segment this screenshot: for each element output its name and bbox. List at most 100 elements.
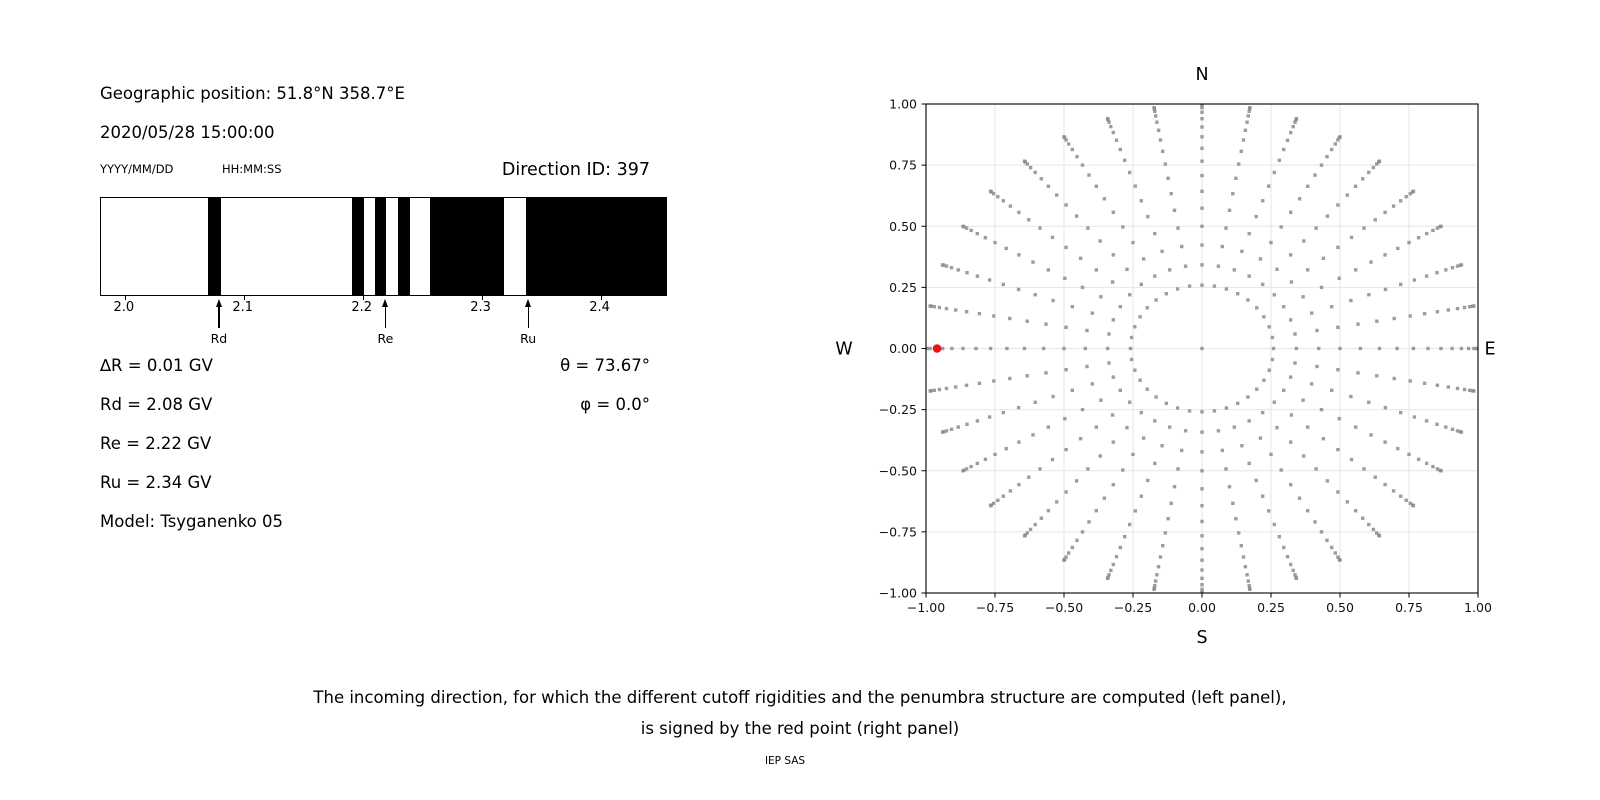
direction-dot	[1046, 509, 1051, 513]
direction-dot	[1362, 226, 1366, 230]
direction-dot	[1105, 117, 1110, 121]
direction-dot	[1315, 328, 1319, 333]
direction-dot	[1094, 268, 1098, 272]
direction-dot	[1267, 368, 1271, 372]
direction-dot	[1431, 228, 1435, 233]
y-tick-label: 1.00	[889, 97, 917, 112]
direction-dot	[1085, 364, 1089, 369]
direction-dot	[1128, 522, 1132, 527]
direction-dot	[1111, 375, 1115, 379]
direction-dot	[1289, 210, 1293, 214]
direction-dot	[1459, 346, 1464, 351]
direction-dot	[1064, 368, 1068, 372]
direction-dot	[937, 387, 942, 392]
axis-tick-label: 2.3	[470, 300, 491, 315]
direction-dot	[1062, 558, 1066, 562]
direction-dot	[1330, 305, 1334, 309]
direction-dot	[1050, 235, 1055, 240]
direction-dot	[1336, 490, 1340, 494]
direction-dot	[1080, 407, 1085, 412]
direction-dot	[1246, 114, 1250, 118]
direction-id-label: Direction ID: 397	[501, 160, 650, 180]
direction-dot	[1383, 287, 1388, 292]
direction-dot	[1028, 527, 1033, 532]
direction-dot	[1200, 534, 1204, 538]
direction-dot	[1294, 346, 1299, 351]
direction-dot	[1123, 158, 1127, 162]
direction-dot	[1224, 287, 1229, 291]
direction-dot	[1063, 417, 1067, 421]
direction-dot	[1200, 469, 1204, 473]
direction-dot	[1153, 231, 1157, 236]
direction-dot	[1109, 124, 1113, 129]
direction-dot	[1333, 551, 1337, 555]
direction-dot	[1411, 504, 1416, 508]
direction-dot	[1169, 501, 1173, 505]
direction-dot	[1180, 448, 1184, 453]
y-tick-label: −0.25	[879, 402, 917, 417]
direction-dot	[1262, 378, 1266, 382]
direction-dot	[1236, 292, 1240, 296]
x-tick-label: −0.25	[1114, 600, 1152, 615]
direction-dot	[1062, 135, 1066, 139]
direction-dot	[1377, 159, 1382, 163]
direction-dot	[1255, 306, 1259, 310]
direction-dot	[1399, 199, 1403, 203]
direction-dot	[1289, 562, 1293, 567]
direction-dot	[1243, 128, 1248, 132]
direction-dot	[1261, 199, 1265, 203]
direction-dot	[1412, 415, 1417, 419]
selected-direction-red-point	[932, 344, 942, 353]
direction-dot	[1022, 534, 1027, 538]
direction-dot	[1353, 184, 1358, 188]
direction-dot	[1422, 312, 1427, 316]
direction-dot	[1468, 305, 1472, 309]
direction-dot	[940, 430, 945, 434]
cutoff-arrow-label: Re	[377, 331, 394, 346]
y-tick-label: −0.50	[879, 463, 917, 478]
direction-dot	[1200, 243, 1204, 247]
direction-dot	[987, 278, 992, 282]
direction-dot	[1118, 147, 1122, 152]
direction-dot	[1272, 400, 1276, 404]
direction-scatter-plot: −1.00−1.00 −0.75 −0.75 −0.50 −0.50 −0.25 −0.25…	[835, 65, 1495, 648]
direction-dot	[1175, 287, 1180, 291]
direction-dot	[1338, 346, 1342, 351]
direction-dot	[1070, 305, 1074, 309]
axis-tick-label: 2.2	[351, 300, 373, 315]
direction-dot	[1337, 276, 1341, 280]
direction-dot	[1118, 388, 1122, 392]
direction-dot	[1294, 117, 1299, 121]
direction-dot	[1111, 483, 1115, 487]
cutoff-arrow-rd: Rd	[197, 299, 241, 346]
direction-dot	[1114, 138, 1119, 142]
direction-dot	[1435, 310, 1440, 314]
direction-dot	[1285, 555, 1290, 559]
direction-dot	[1450, 346, 1454, 351]
direction-dot	[965, 422, 969, 426]
penumbra-band	[374, 198, 387, 295]
direction-dot	[1153, 461, 1157, 466]
direction-dot	[1377, 346, 1382, 351]
direction-dot	[1270, 335, 1275, 340]
direction-dot	[1293, 332, 1297, 336]
direction-dot	[975, 461, 979, 466]
direction-dot	[1254, 478, 1258, 483]
direction-dot	[1446, 308, 1450, 312]
direction-dot	[1025, 531, 1029, 535]
direction-dot	[1086, 226, 1090, 230]
direction-dot	[1141, 436, 1146, 440]
direction-dot	[940, 346, 945, 351]
direction-dot	[1161, 149, 1165, 153]
direction-dot	[1153, 109, 1157, 113]
caption-line1: The incoming direction, for which the di…	[313, 688, 1287, 707]
y-tick-label: 0.25	[889, 280, 917, 295]
compass-label-west: W	[835, 340, 852, 360]
direction-dot	[975, 419, 980, 423]
direction-dot	[1044, 322, 1048, 326]
direction-dot	[1107, 120, 1111, 124]
direction-dot	[1087, 520, 1091, 524]
direction-dot	[1154, 579, 1158, 583]
direction-dot	[1246, 298, 1250, 302]
